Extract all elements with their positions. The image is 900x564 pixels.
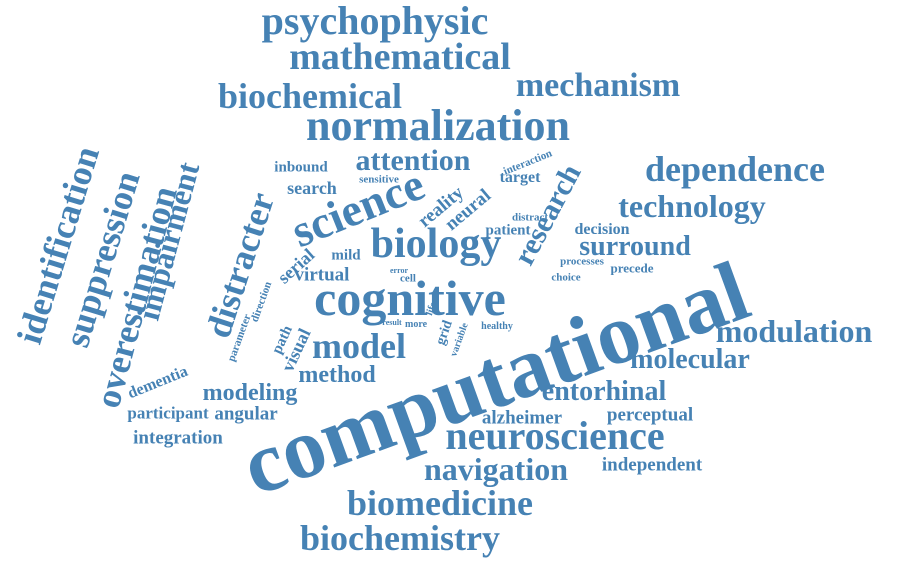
word-biology: biology (370, 221, 502, 267)
word-participant: participant (127, 403, 209, 423)
word-alzheimer: alzheimer (481, 407, 563, 429)
word-modeling: modeling (202, 380, 298, 406)
word-processes: processes (560, 255, 604, 268)
word-target: target (499, 169, 541, 186)
word-dependence: dependence (645, 149, 825, 189)
word-perceptual: perceptual (606, 404, 694, 426)
word-model: model (312, 326, 406, 366)
word-psychophysic: psychophysic (261, 0, 489, 43)
word-distract: distract (511, 211, 549, 224)
word-search: search (287, 178, 337, 198)
word-independent: independent (601, 454, 703, 476)
word-entorhinal: entorhinal (541, 376, 667, 407)
word-normalization: normalization (306, 101, 570, 150)
word-cognitive: cognitive (314, 270, 506, 326)
word-method: method (298, 362, 376, 388)
word-biomedicine: biomedicine (347, 483, 533, 523)
word-more: more (404, 319, 428, 330)
word-mechanism: mechanism (515, 67, 681, 104)
word-angular: angular (214, 403, 278, 425)
word-virtual: virtual (294, 264, 350, 286)
word-decision: decision (574, 221, 630, 238)
word-result: result (382, 318, 402, 327)
word-error: error (389, 266, 409, 275)
word-patient: patient (485, 222, 531, 239)
word-healthy: healthy (481, 321, 513, 332)
word-sensitive: sensitive (359, 173, 399, 186)
word-surround: surround (579, 231, 691, 262)
word-molecular: molecular (630, 344, 750, 375)
word-mathematical: mathematical (289, 36, 511, 78)
word-integration: integration (133, 427, 223, 449)
word-modulation: modulation (715, 313, 873, 349)
word-choice: choice (551, 271, 581, 284)
word-technology: technology (618, 188, 766, 224)
word-cell: cell (400, 272, 416, 285)
word-biochemistry: biochemistry (300, 518, 500, 558)
word-navigation: navigation (423, 451, 569, 487)
word-neuroscience: neuroscience (445, 413, 665, 458)
word-mild: mild (331, 247, 361, 264)
word-attention: attention (355, 144, 471, 177)
word-inbound: inbound (274, 159, 328, 176)
word-precede: precede (610, 260, 654, 276)
word-biochemical: biochemical (218, 76, 402, 116)
